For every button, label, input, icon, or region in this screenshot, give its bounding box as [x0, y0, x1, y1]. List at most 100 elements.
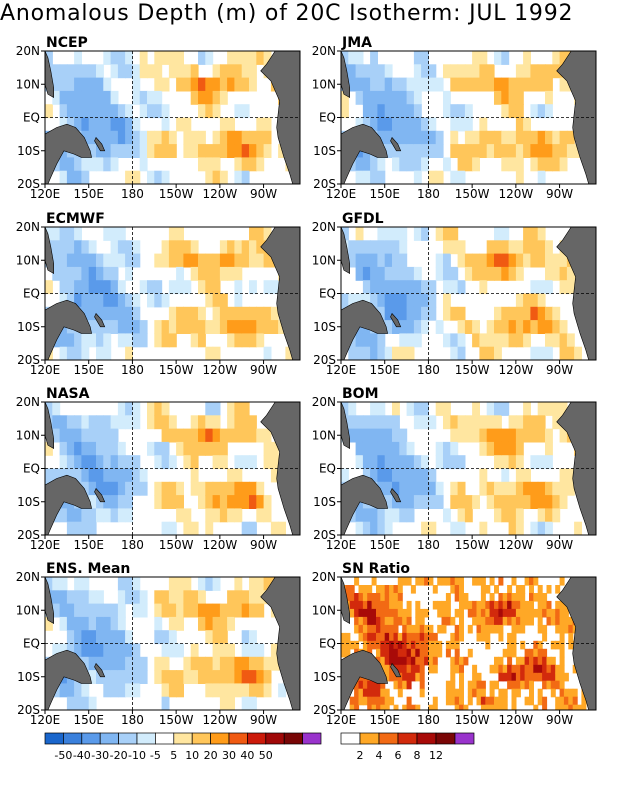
map-panel: 120E 150E 180 150W 120W 90W 20N 10N EQ 10S 20S GFDL [312, 211, 597, 377]
colorbar-label: 2 [357, 749, 364, 762]
land-mass [45, 474, 92, 535]
x-tick-label: 120W [498, 713, 533, 727]
colorbar-swatch [118, 732, 138, 745]
x-tick-label: 150W [159, 363, 194, 377]
colorbar-swatch [228, 732, 248, 745]
y-tick-label: 20N [16, 395, 40, 409]
x-tick-label: 150W [455, 187, 490, 201]
colorbar-label: -40 [73, 749, 91, 762]
x-tick-label: 120W [202, 187, 237, 201]
map-panel: 120E 150E 180 150W 120W 90W 20N 10N EQ 10S 20S NASA [16, 386, 301, 552]
colorbar-swatch [340, 732, 361, 745]
map-panel: 120E 150E 180 150W 120W 90W 20N 10N EQ 10S 20S BOM [312, 386, 597, 552]
figure-title: Anomalous Depth (m) of 20C Isotherm: JUL… [0, 1, 574, 26]
panel-label: ENS. Mean [46, 561, 130, 577]
colorbar-swatch [173, 732, 193, 745]
land-mass [390, 662, 402, 678]
y-tick-label: 10N [312, 603, 336, 617]
colorbar-label: -10 [128, 749, 146, 762]
panel-label: ECMWF [46, 211, 105, 227]
x-tick-label: 150W [159, 538, 194, 552]
colorbar-label: 6 [395, 749, 402, 762]
x-tick-label: 120E [326, 538, 357, 552]
colorbar-swatch [397, 732, 418, 745]
map-panel: 120E 150E 180 150W 120W 90W 20N 10N EQ 10S 20S ENS.… [16, 561, 301, 727]
y-tick-label: EQ [319, 111, 336, 125]
land-mass [341, 474, 388, 535]
x-tick-label: 150W [159, 187, 194, 201]
colorbar-swatch [283, 732, 303, 745]
x-tick-label: 120W [498, 187, 533, 201]
y-tick-label: 20N [16, 570, 40, 584]
x-tick-label: 120W [202, 363, 237, 377]
y-tick-label: 20N [16, 220, 40, 234]
x-tick-label: 120E [326, 187, 357, 201]
x-tick-label: 180 [417, 538, 440, 552]
map-panel: 120E 150E 180 150W 120W 90W 20N 10N EQ 10S 20S NCEP [16, 35, 301, 201]
colorbar-label: -5 [150, 749, 161, 762]
x-tick-label: 120W [202, 538, 237, 552]
y-tick-label: 20S [17, 528, 40, 542]
y-tick-label: EQ [319, 462, 336, 476]
colorbar-label: -20 [110, 749, 128, 762]
colorbar-label: 10 [185, 749, 199, 762]
colorbar-label: 20 [204, 749, 218, 762]
x-tick-label: 90W [250, 187, 277, 201]
y-tick-label: 10S [17, 144, 40, 158]
x-tick-label: 120W [498, 538, 533, 552]
y-tick-label: 10N [312, 77, 336, 91]
x-tick-label: 180 [417, 187, 440, 201]
x-tick-label: 150E [369, 363, 400, 377]
land-mass [94, 487, 106, 503]
colorbar-swatch [247, 732, 267, 745]
y-tick-label: 10S [17, 495, 40, 509]
y-tick-label: 20S [17, 177, 40, 191]
panel-label: NCEP [46, 35, 88, 51]
y-tick-label: 10N [312, 253, 336, 267]
y-tick-label: EQ [23, 462, 40, 476]
y-tick-label: 20S [313, 528, 336, 542]
y-tick-label: EQ [23, 111, 40, 125]
map-panel: 120E 150E 180 150W 120W 90W 20N 10N EQ 10S 20S ECMW… [16, 211, 301, 377]
y-tick-label: 10N [16, 77, 40, 91]
y-tick-label: 10N [16, 253, 40, 267]
x-tick-label: 180 [121, 187, 144, 201]
x-tick-label: 120E [326, 713, 357, 727]
colorbar-swatch [435, 732, 456, 745]
x-tick-label: 90W [250, 538, 277, 552]
y-tick-label: 20N [312, 395, 336, 409]
y-tick-label: 10S [313, 495, 336, 509]
x-tick-label: 180 [121, 538, 144, 552]
sn-ratio-colorbar: 2 4 6 8 12 [340, 732, 475, 762]
anomaly-colorbar: -50 -40 -30 -20 -10 -5 5 10 20 30 40 50 [44, 732, 322, 762]
x-tick-label: 90W [546, 538, 573, 552]
colorbar-label: 30 [222, 749, 236, 762]
x-tick-label: 90W [546, 363, 573, 377]
colorbar-swatch [63, 732, 83, 745]
colorbar-swatch [155, 732, 175, 745]
colorbar-label: -30 [91, 749, 109, 762]
land-mass [94, 662, 106, 678]
y-tick-label: EQ [319, 287, 336, 301]
colorbar-label: 50 [259, 749, 273, 762]
y-tick-label: EQ [319, 637, 336, 651]
x-tick-label: 150E [73, 187, 104, 201]
panel-label: GFDL [342, 211, 384, 227]
colorbar-swatch [191, 732, 211, 745]
y-tick-label: 10S [17, 670, 40, 684]
land-mass [45, 123, 92, 184]
x-tick-label: 120W [498, 363, 533, 377]
x-tick-label: 180 [121, 713, 144, 727]
colorbar-swatch [416, 732, 437, 745]
y-tick-label: 10S [313, 144, 336, 158]
y-tick-label: 20N [312, 220, 336, 234]
x-tick-label: 150W [455, 363, 490, 377]
land-mass [390, 312, 402, 328]
x-tick-label: 90W [250, 363, 277, 377]
colorbar-label: 40 [240, 749, 254, 762]
land-mass [341, 123, 388, 184]
land-mass [341, 649, 388, 710]
panel-label: JMA [341, 35, 372, 51]
x-tick-label: 180 [417, 713, 440, 727]
x-tick-label: 120W [202, 713, 237, 727]
